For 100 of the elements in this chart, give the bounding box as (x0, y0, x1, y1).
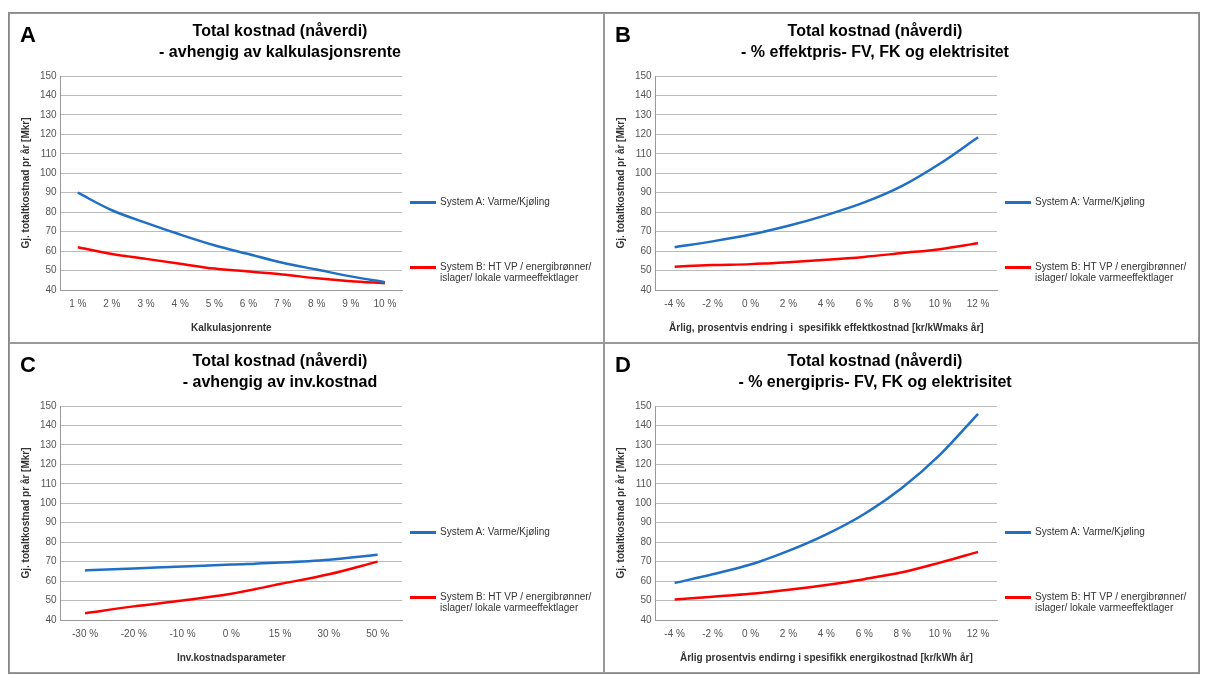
x-tick-label: 4 % (817, 627, 836, 639)
x-tick-label: 6 % (239, 297, 258, 309)
x-tick-label: 5 % (205, 297, 223, 309)
y-tick-label: 70 (640, 225, 653, 237)
chart-title: Total kostnad (nåverdi) (192, 352, 368, 369)
legend-label: System A: Varme/Kjøling (440, 526, 550, 537)
y-tick-label: 60 (640, 244, 653, 256)
y-tick-label: 80 (640, 205, 653, 217)
x-tick-label: -4 % (664, 297, 686, 309)
x-tick-label: 4 % (171, 297, 189, 309)
x-tick-label: 6 % (855, 627, 873, 639)
x-tick-label: 7 % (273, 297, 292, 309)
x-tick-label: 15 % (268, 627, 292, 639)
y-tick-label: 100 (40, 497, 58, 509)
text: A (20, 22, 36, 48)
y-tick-label: 130 (40, 438, 58, 450)
legend-label: System B: HT VP / energibrønner/ islager/ lokale varmeeffektlager (1035, 591, 1188, 613)
y-tick-label: 140 (635, 419, 653, 431)
y-tick-label: 140 (40, 419, 58, 431)
legend-label: System B: HT VP / energibrønner/ islager/ lokale varmeeffektlager (440, 591, 593, 613)
y-tick-label: 150 (635, 399, 653, 411)
x-tick-label: -2 % (702, 297, 723, 309)
x-tick-label: 2 % (779, 627, 798, 639)
x-tick-label: 8 % (893, 297, 911, 309)
x-tick-label: 30 % (317, 627, 341, 639)
x-tick-label: 6 % (855, 297, 873, 309)
chart-title: Total kostnad (nåverdi) (192, 22, 368, 39)
x-tick-label: 0 % (741, 297, 760, 309)
y-tick-label: 130 (635, 438, 653, 450)
y-tick-label: 70 (640, 555, 653, 567)
x-axis-title: Kalkulasjonrente (191, 321, 273, 333)
y-axis-title: Gj. totaltkostnad pr år [Mkr] (614, 117, 626, 249)
x-tick-label: -30 % (72, 627, 99, 639)
x-tick-label: -2 % (702, 627, 723, 639)
x-axis-title: Årlig prosentvis endirng i spesifikk energikostnad [kr/kWh år] (679, 650, 973, 663)
y-tick-label: 150 (40, 69, 58, 81)
y-tick-label: 90 (640, 516, 653, 528)
y-tick-label: 50 (640, 594, 653, 606)
y-tick-label: 100 (40, 167, 58, 179)
y-tick-label: 120 (40, 128, 58, 140)
y-tick-label: 140 (635, 89, 653, 101)
x-tick-label: 1 % (69, 297, 87, 309)
y-tick-label: 130 (635, 108, 653, 120)
x-axis-title: Inv.kostnadsparameter (176, 651, 286, 663)
x-tick-label: -10 % (169, 627, 196, 639)
y-tick-label: 50 (640, 264, 653, 276)
y-tick-label: 70 (45, 225, 58, 237)
y-tick-label: 120 (635, 128, 653, 140)
x-tick-label: 8 % (893, 627, 911, 639)
y-tick-label: 110 (635, 477, 653, 489)
legend-label: System A: Varme/Kjøling (1035, 526, 1145, 537)
legend-label: System B: HT VP / energibrønner/ islager/ lokale varmeeffektlager (440, 261, 593, 283)
y-tick-label: 40 (45, 283, 58, 295)
y-tick-label: 140 (40, 89, 58, 101)
y-tick-label: 150 (635, 69, 653, 81)
y-tick-label: 110 (40, 147, 58, 159)
y-tick-label: 50 (45, 264, 58, 276)
text: C (20, 352, 36, 378)
line-series (76, 191, 387, 284)
chart-title: Total kostnad (nåverdi) (787, 352, 963, 369)
x-tick-label: 10 % (928, 297, 952, 309)
x-tick-label: 0 % (741, 627, 760, 639)
x-tick-label: 10 % (928, 627, 952, 639)
x-tick-label: 0 % (222, 627, 241, 639)
y-tick-label: 90 (45, 186, 58, 198)
x-tick-label: 12 % (966, 297, 990, 309)
y-axis-title: Gj. totaltkostnad pr år [Mkr] (19, 447, 31, 579)
y-tick-label: 80 (45, 535, 58, 547)
y-tick-label: 40 (640, 613, 653, 625)
chart-subtitle: - % effektpris- FV, FK og elektrisitet (741, 43, 1009, 60)
y-axis-title: Gj. totaltkostnad pr år [Mkr] (614, 447, 626, 579)
text: D (615, 352, 631, 378)
legend-label: System B: HT VP / energibrønner/ islager/ lokale varmeeffektlager (1035, 261, 1188, 283)
x-tick-label: 50 % (366, 627, 390, 639)
line-series (673, 412, 980, 585)
x-tick-label: 12 % (966, 627, 990, 639)
chart-subtitle: - % energipris- FV, FK og elektrisitet (738, 373, 1012, 390)
y-tick-label: 60 (640, 574, 653, 586)
x-tick-label: 2 % (103, 297, 121, 309)
x-tick-label: 9 % (342, 297, 360, 309)
x-tick-label: -4 % (664, 627, 686, 639)
y-tick-label: 50 (45, 594, 58, 606)
x-tick-label: 4 % (817, 297, 836, 309)
y-tick-label: 120 (40, 458, 58, 470)
y-tick-label: 110 (635, 147, 653, 159)
line-series (673, 550, 980, 601)
text: B (615, 22, 631, 48)
line-series (76, 245, 387, 285)
y-tick-label: 90 (640, 186, 653, 198)
y-tick-label: 100 (635, 497, 653, 509)
line-series (83, 553, 379, 572)
chart-title: Total kostnad (nåverdi) (787, 22, 963, 39)
x-tick-label: -20 % (120, 627, 147, 639)
y-tick-label: 120 (635, 458, 653, 470)
y-tick-label: 60 (45, 574, 58, 586)
line-series (673, 136, 980, 249)
line-series (83, 560, 379, 615)
chart-subtitle: - avhengig av inv.kostnad (182, 373, 378, 390)
line-series (673, 242, 980, 268)
y-tick-label: 130 (40, 108, 58, 120)
